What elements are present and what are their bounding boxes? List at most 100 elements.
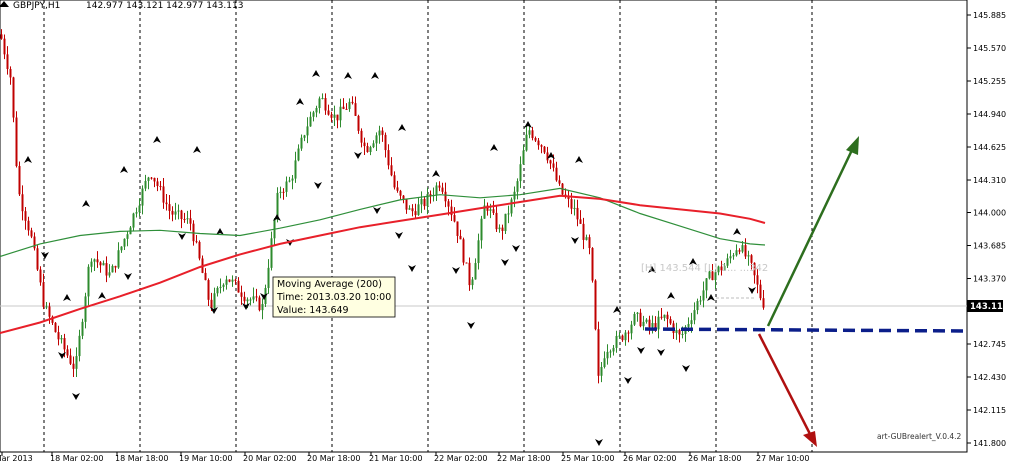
candle [252, 287, 255, 304]
fractal-down-icon [512, 245, 520, 252]
tooltip-line-3: Value: 143.649 [277, 305, 349, 316]
fractal-down-icon [242, 303, 250, 310]
candle [366, 142, 369, 153]
candle [480, 215, 483, 249]
x-tick-label: 20 Mar 18:00 [307, 454, 360, 463]
x-tick-label: 25 Mar 10:00 [561, 454, 614, 463]
tooltip-line-2: Time: 2013.03.20 10:00 [276, 292, 391, 303]
candle [147, 176, 150, 190]
y-tick-label: 143.685 [973, 242, 1006, 251]
x-tick-label: 21 Mar 10:00 [369, 454, 422, 463]
candle [168, 195, 171, 220]
candle [762, 289, 765, 310]
candle [438, 181, 441, 192]
candle [387, 144, 390, 170]
candle [24, 206, 27, 230]
red-moving-average-200-line [0, 194, 766, 334]
candle [576, 199, 579, 227]
x-tick-label: 26 Mar 18:00 [688, 454, 741, 463]
fractal-down-icon [467, 322, 475, 329]
candle [303, 134, 306, 142]
y-tick-label: 143.370 [973, 275, 1006, 284]
candle [213, 287, 216, 312]
candle [549, 159, 552, 170]
candle [222, 283, 225, 292]
fractal-down-icon [595, 439, 603, 446]
indicator-watermark: art-GUBrealert_V.0.4.2 [877, 432, 962, 441]
candle [597, 321, 600, 384]
candle [510, 197, 513, 217]
candle [618, 332, 621, 339]
candle [522, 144, 525, 165]
x-tick-label: 15 Mar 2013 [0, 454, 33, 463]
candle [324, 93, 327, 115]
candle [105, 256, 108, 283]
candle [462, 237, 465, 266]
candle [51, 315, 54, 325]
candle [291, 175, 294, 190]
candle [339, 98, 342, 128]
price-axis: 145.885 145.570 145.255 144.940 144.625 144.3… [967, 11, 1006, 448]
bearish-arrow [757, 333, 817, 447]
candle [753, 262, 756, 284]
candle [342, 98, 345, 110]
candle [375, 132, 378, 152]
candle [45, 302, 48, 310]
candle [150, 176, 153, 180]
candle [459, 229, 462, 240]
candle [156, 177, 159, 192]
candle [234, 278, 237, 285]
candle [660, 307, 663, 320]
candle [534, 136, 537, 142]
candle [219, 278, 222, 294]
x-tick-label: 22 Mar 02:00 [434, 454, 487, 463]
candle [369, 145, 372, 156]
candle [189, 209, 192, 231]
fractal-up-icon [296, 98, 304, 105]
y-tick-label: 142.745 [973, 340, 1006, 349]
fractal-down-icon [373, 207, 381, 214]
candle [243, 291, 246, 304]
candle [180, 209, 183, 229]
candle [204, 268, 207, 281]
fractal-down-icon [354, 152, 362, 159]
candle [633, 311, 636, 327]
candle [84, 292, 87, 329]
candle [606, 344, 609, 365]
fractal-up-icon [490, 144, 498, 151]
candle [582, 217, 585, 250]
candle [267, 259, 270, 294]
candle [177, 204, 180, 220]
candle [726, 253, 729, 269]
current-price-label: 143.113 [967, 300, 1009, 312]
x-tick-label: 22 Mar 18:00 [497, 454, 550, 463]
chart-header: GBPJPY,H1 142.977 143.121 142.977 143.11… [0, 1, 243, 11]
candle [240, 285, 243, 305]
candle [363, 137, 366, 155]
candle [474, 258, 477, 280]
candle [258, 295, 261, 312]
candle [648, 315, 651, 335]
candle [15, 111, 18, 168]
fractal-up-icon [707, 294, 715, 301]
candle [498, 224, 501, 233]
candle [318, 96, 321, 114]
candle [705, 277, 708, 299]
candle [612, 344, 615, 356]
candle [162, 177, 165, 209]
fractal-up-icon [153, 136, 161, 143]
candle [216, 286, 219, 297]
candle [360, 128, 363, 148]
fractal-down-icon [314, 182, 322, 189]
candle [141, 185, 144, 215]
candle [285, 176, 288, 197]
fractal-down-icon [748, 287, 756, 294]
fractal-up-icon [733, 228, 741, 235]
fractal-down-icon [571, 237, 579, 244]
candle [27, 216, 30, 236]
candle [165, 194, 168, 211]
ghost-hl-label: [H] 143.544 [L] 1... ...342 [641, 263, 768, 274]
candle [195, 234, 198, 244]
candle [630, 320, 633, 340]
